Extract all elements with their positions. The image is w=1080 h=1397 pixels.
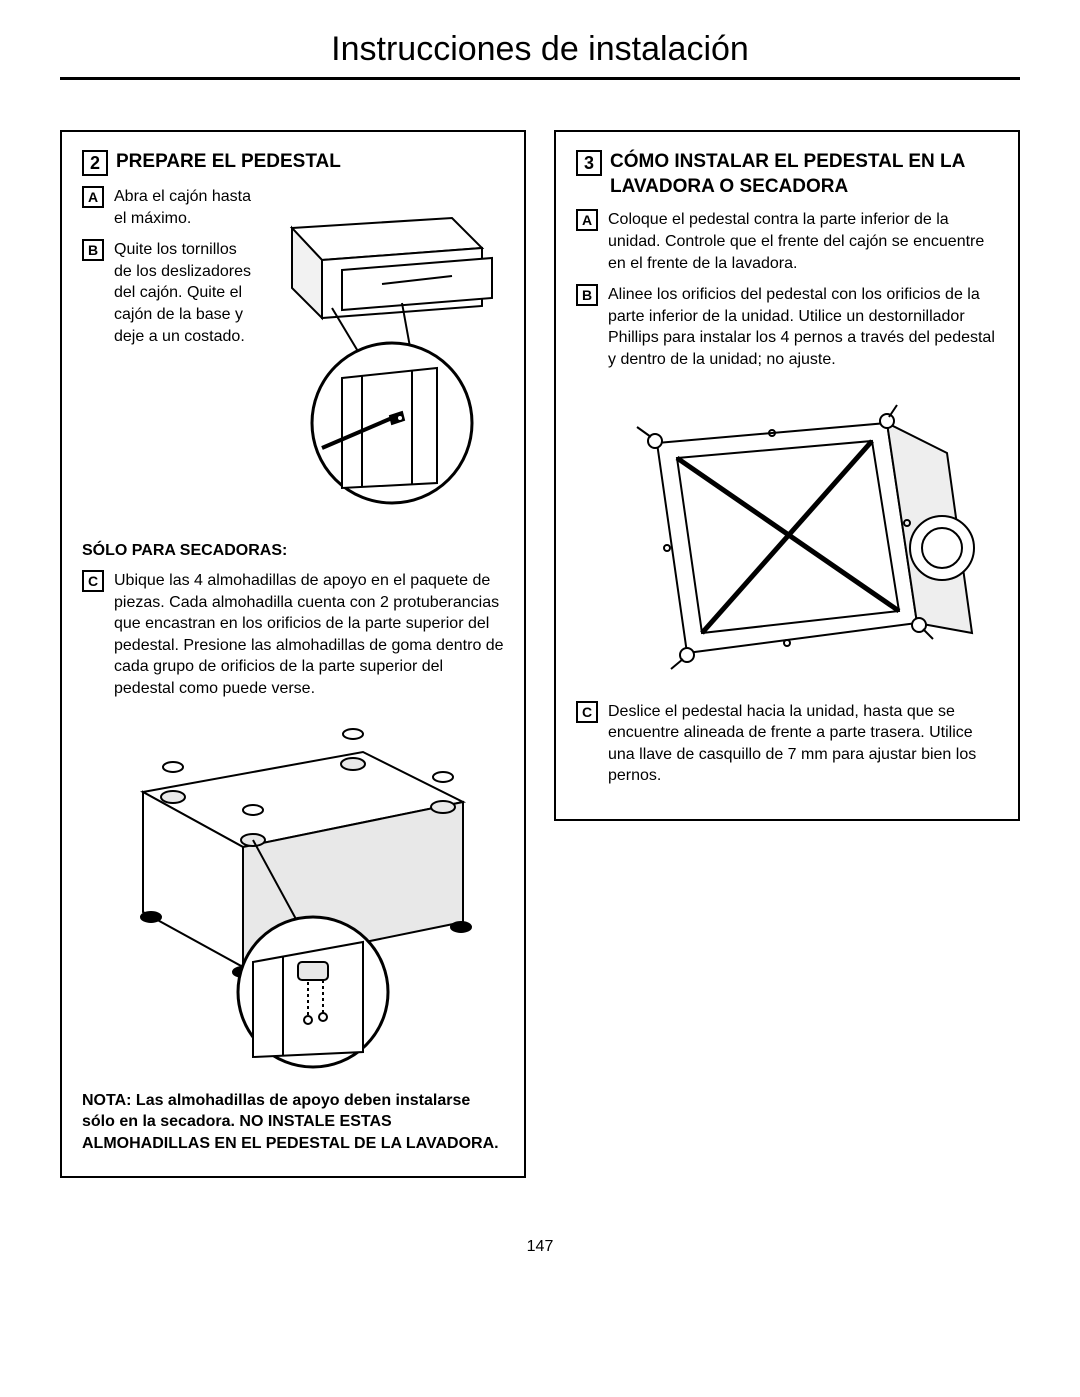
step-3-box: 3 CÓMO INSTALAR EL PEDESTAL EN LA LAVADO… [554,130,1020,821]
dryers-only-subhead: SÓLO PARA SECADORAS: [82,542,504,560]
step-2-title: PREPARE EL PEDESTAL [116,150,341,175]
content-columns: 2 PREPARE EL PEDESTAL A Abra el cajón ha… [60,130,1020,1178]
step-3b: B Alinee los orificios del pedestal con … [576,284,998,370]
step-3c: C Deslice el pedestal hacia la unidad, h… [576,701,998,787]
step-2-number: 2 [82,150,108,176]
step-2c: C Ubique las 4 almohadillas de apoyo en … [82,570,504,700]
step-2a-letter: A [82,186,104,208]
step-3a: A Coloque el pedestal contra la parte in… [576,209,998,274]
step-2c-text: Ubique las 4 almohadillas de apoyo en el… [114,570,504,700]
step-2c-letter: C [82,570,104,592]
step-2b: B Quite los tornillos de los deslizadore… [82,239,251,347]
step-3c-letter: C [576,701,598,723]
pedestal-install-figure [587,383,987,683]
step-3-title: CÓMO INSTALAR EL PEDESTAL EN LA LAVADORA… [610,150,998,199]
step-3-number: 3 [576,150,602,176]
right-column: 3 CÓMO INSTALAR EL PEDESTAL EN LA LAVADO… [554,130,1020,821]
step-2b-text: Quite los tornillos de los deslizadores … [114,239,251,347]
step-2a-text: Abra el cajón hasta el máximo. [114,186,251,229]
step-3-header: 3 CÓMO INSTALAR EL PEDESTAL EN LA LAVADO… [576,150,998,199]
step-2-box: 2 PREPARE EL PEDESTAL A Abra el cajón ha… [60,130,526,1178]
step-2-header: 2 PREPARE EL PEDESTAL [82,150,504,176]
step-3a-text: Coloque el pedestal contra la parte infe… [608,209,998,274]
step-3a-letter: A [576,209,598,231]
step-2a: A Abra el cajón hasta el máximo. [82,186,251,229]
pedestal-drawer-figure [262,198,502,508]
step-2b-letter: B [82,239,104,261]
step-3c-text: Deslice el pedestal hacia la unidad, has… [608,701,998,787]
step-3b-letter: B [576,284,598,306]
page-title: Instrucciones de instalación [60,30,1020,80]
left-column: 2 PREPARE EL PEDESTAL A Abra el cajón ha… [60,130,526,1178]
page-number: 147 [60,1238,1020,1256]
step-3b-text: Alinee los orificios del pedestal con lo… [608,284,998,370]
pedestal-pads-figure [103,712,483,1072]
pads-warning-note: NOTA: Las almohadillas de apoyo deben in… [82,1090,504,1155]
